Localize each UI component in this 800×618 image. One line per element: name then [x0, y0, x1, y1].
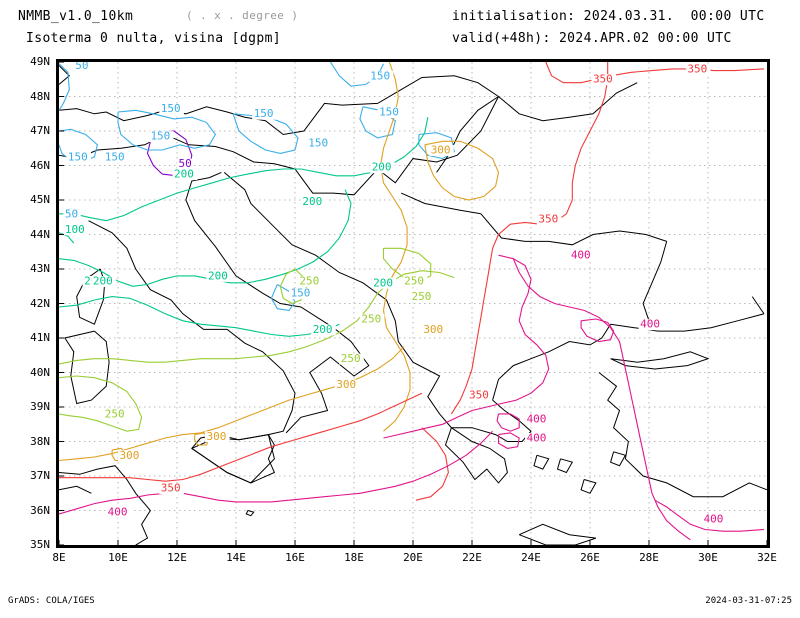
svg-text:400: 400 [527, 432, 547, 445]
svg-text:350: 350 [593, 73, 613, 86]
svg-text:250: 250 [361, 312, 381, 325]
render-timestamp: 2024-03-31-07:25 [705, 596, 792, 606]
x-tick-label: 30E [698, 551, 718, 564]
y-tick-label: 45N [30, 193, 50, 206]
y-tick-label: 47N [30, 124, 50, 137]
x-tick-label: 12E [167, 551, 187, 564]
svg-text:150: 150 [291, 287, 311, 300]
svg-text:100: 100 [65, 223, 85, 236]
y-tick-label: 43N [30, 262, 50, 275]
svg-text:300: 300 [423, 323, 443, 336]
svg-text:400: 400 [108, 506, 128, 519]
y-tick-label: 48N [30, 89, 50, 103]
y-tick-label: 39N [30, 400, 50, 413]
y-tick-label: 49N [30, 55, 50, 68]
coastlines [59, 65, 767, 545]
contour-labels: 50 150 150 150 150 150 150 150 150 50 50 100 200 200 2… [63, 62, 727, 526]
svg-text:300: 300 [207, 430, 227, 443]
contour-map-plot: 50 150 150 150 150 150 150 150 150 50 50 100 200 200 2… [56, 59, 770, 548]
map-canvas: 50 150 150 150 150 150 150 150 150 50 50 100 200 200 2… [59, 62, 767, 545]
grads-credit: GrADS: COLA/IGES [8, 596, 95, 606]
svg-text:200: 200 [372, 161, 392, 174]
svg-text:250: 250 [299, 275, 319, 288]
svg-text:300: 300 [119, 449, 139, 462]
svg-text:250: 250 [404, 275, 424, 288]
svg-text:200: 200 [313, 323, 333, 336]
y-tick-label: 44N [30, 227, 50, 241]
svg-text:150: 150 [308, 137, 328, 150]
field-subtitle: Isoterma 0 nulta, visina [dgpm] [26, 31, 282, 46]
svg-text:400: 400 [571, 249, 591, 262]
svg-text:50: 50 [65, 207, 78, 220]
svg-text:400: 400 [704, 513, 724, 526]
svg-text:400: 400 [640, 318, 660, 331]
x-tick-label: 18E [344, 551, 364, 564]
y-tick-label: 40N [30, 365, 50, 379]
y-tick-label: 36N [30, 503, 50, 517]
svg-text:150: 150 [150, 130, 170, 143]
svg-text:300: 300 [431, 143, 451, 156]
svg-text:150: 150 [68, 150, 88, 163]
y-tick-label: 46N [30, 158, 50, 172]
svg-text:250: 250 [105, 407, 125, 420]
x-tick-label: 20E [403, 551, 423, 564]
svg-text:250: 250 [341, 352, 361, 365]
y-tick-label: 42N [30, 296, 50, 310]
svg-text:350: 350 [538, 212, 558, 225]
svg-text:150: 150 [379, 105, 399, 118]
y-tick-label: 41N [30, 331, 50, 344]
svg-text:200: 200 [302, 195, 322, 208]
x-tick-label: 22E [462, 551, 482, 564]
x-tick-label: 28E [639, 551, 659, 564]
y-tick-label: 35N [30, 538, 50, 551]
x-tick-label: 10E [108, 551, 128, 564]
svg-text:350: 350 [687, 62, 707, 75]
x-tick-label: 32E [757, 551, 777, 564]
x-tick-label: 8E [52, 551, 66, 564]
svg-text:300: 300 [336, 378, 356, 391]
svg-text:250: 250 [412, 290, 432, 303]
x-tick-label: 16E [285, 551, 305, 564]
model-title: NMMB_v1.0_10km [18, 9, 134, 24]
svg-text:150: 150 [254, 107, 274, 120]
initialisation-time: initialisation: 2024.03.31. 00:00 UTC [452, 9, 765, 24]
y-tick-label: 37N [30, 469, 50, 482]
tick-marks [59, 62, 767, 545]
x-tick-label: 26E [580, 551, 600, 564]
svg-text:200: 200 [208, 269, 228, 282]
svg-text:200: 200 [93, 275, 113, 288]
svg-text:50: 50 [178, 157, 191, 170]
x-tick-label: 14E [226, 551, 246, 564]
svg-text:150: 150 [105, 150, 125, 163]
valid-time: valid(+48h): 2024.APR.02 00:00 UTC [452, 31, 732, 46]
svg-text:150: 150 [161, 102, 181, 115]
svg-text:200: 200 [174, 168, 194, 181]
svg-text:150: 150 [370, 69, 390, 82]
svg-text:50: 50 [75, 62, 88, 72]
gridlines [59, 62, 767, 545]
svg-text:350: 350 [161, 482, 181, 495]
y-tick-label: 38N [30, 434, 50, 448]
svg-text:200: 200 [373, 276, 393, 289]
x-tick-label: 24E [521, 551, 541, 564]
units-note: ( . x . degree ) [186, 9, 299, 22]
svg-text:350: 350 [469, 388, 489, 401]
contour-map-svg: 50 150 150 150 150 150 150 150 150 50 50 100 200 200 2… [59, 62, 767, 545]
svg-text:400: 400 [527, 413, 547, 426]
